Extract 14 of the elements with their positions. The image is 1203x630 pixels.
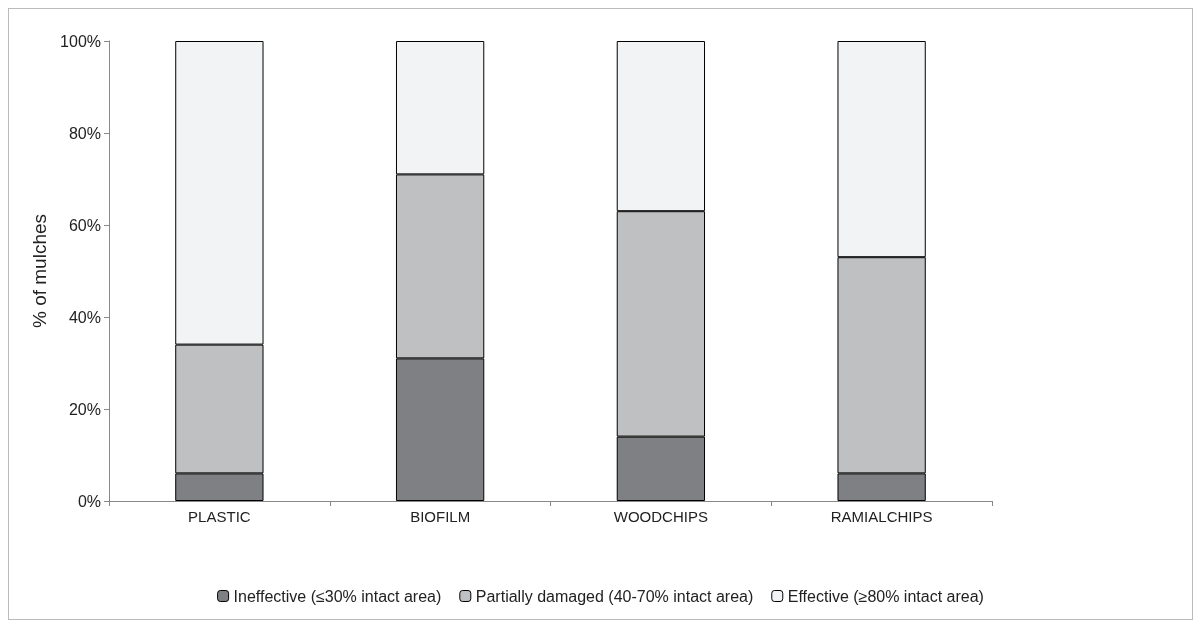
- y-tick-label: 80%: [68, 124, 101, 142]
- y-tick-label: 40%: [68, 308, 101, 326]
- y-axis-title: % of mulches: [29, 213, 51, 329]
- y-tick-label: 20%: [68, 400, 101, 418]
- legend-label: Ineffective (≤30% intact area): [233, 587, 442, 605]
- x-tick-label: PLASTIC: [188, 508, 251, 525]
- legend-label: Partially damaged (40-70% intact area): [475, 587, 754, 605]
- y-tick-label: 0%: [77, 492, 101, 510]
- x-tick-label: RAMIALCHIPS: [830, 508, 933, 525]
- y-tick-label: 100%: [60, 32, 101, 50]
- y-tick-label: 60%: [68, 216, 101, 234]
- x-tick-label: BIOFILM: [410, 508, 471, 525]
- x-tick-label: WOODCHIPS: [613, 508, 708, 525]
- legend-label: Effective (≥80% intact area): [787, 587, 984, 605]
